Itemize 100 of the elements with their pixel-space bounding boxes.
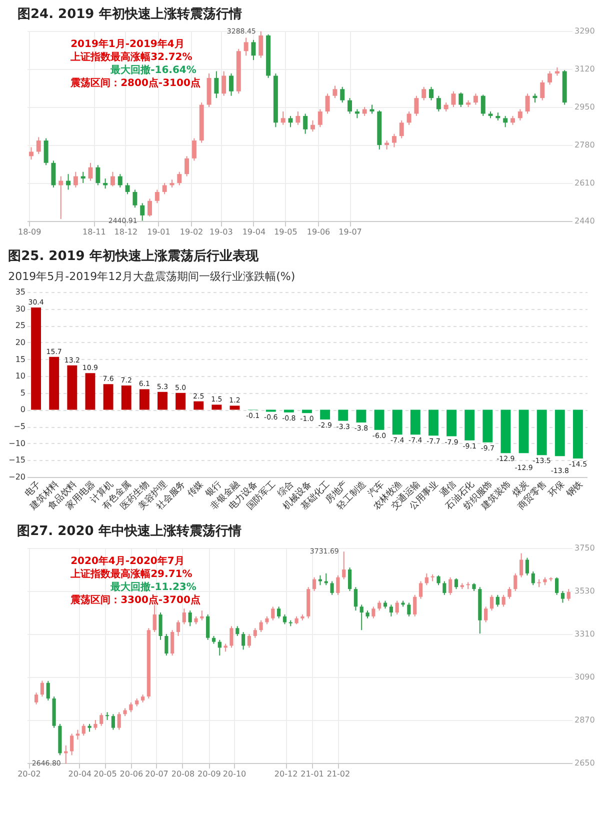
bar <box>85 373 96 410</box>
x-tick-label: 20-10 <box>222 770 246 778</box>
y-tick-label: 3090 <box>574 672 595 682</box>
candlestick <box>110 171 115 187</box>
candlestick <box>406 110 412 126</box>
candlestick <box>325 93 330 114</box>
candlestick <box>129 702 133 713</box>
x-tick-label: 20-09 <box>198 770 221 778</box>
candlestick <box>96 164 100 186</box>
x-tick-label: 21-01 <box>300 770 324 778</box>
y-tick-label: 10 <box>15 372 26 381</box>
candlestick <box>118 174 122 188</box>
candlestick <box>222 70 226 96</box>
candlestick <box>332 85 338 99</box>
candlestick <box>80 171 86 184</box>
chart-title: 图27. 2020 年中快速上涨转震荡行情 <box>17 523 242 539</box>
candlestick <box>540 80 545 101</box>
candlestick <box>548 70 552 86</box>
candlestick <box>422 86 426 101</box>
x-tick-label: 20-05 <box>94 770 117 778</box>
candlestick <box>76 729 80 740</box>
candlestick <box>117 712 121 730</box>
x-tick-label: 19-07 <box>338 228 362 236</box>
candlestick <box>230 626 234 648</box>
y-tick-label: 35 <box>15 288 26 296</box>
y-tick-label: 0 <box>20 405 26 414</box>
chart-title: 图25. 2019 年初快速上涨震荡后行业表现 <box>8 248 260 264</box>
bar <box>194 401 204 410</box>
candlestick <box>480 94 486 116</box>
candlestick <box>40 680 44 698</box>
candlestick <box>442 580 446 596</box>
bar <box>428 410 438 436</box>
y-tick-label: −20 <box>8 472 26 482</box>
x-tick-label: 19-01 <box>147 228 170 236</box>
candlestick <box>525 557 530 576</box>
candlestick <box>188 610 192 627</box>
candlestick <box>288 115 293 128</box>
candlestick <box>451 90 456 108</box>
y-tick-label: 25 <box>15 321 26 330</box>
x-tick-label: 19-02 <box>180 228 204 236</box>
bar <box>482 410 493 442</box>
candlestick <box>162 182 167 195</box>
y-tick-label: 3120 <box>574 64 595 74</box>
bar <box>374 410 384 430</box>
x-tick-label: 19-05 <box>274 228 298 236</box>
candlestick <box>70 733 74 756</box>
bar <box>518 410 529 454</box>
candlestick <box>242 632 246 650</box>
y-tick-label: 2440 <box>574 216 595 226</box>
candlestick <box>395 600 399 615</box>
y-tick-label: 30 <box>15 304 26 314</box>
candlestick <box>206 614 210 640</box>
candlestick <box>73 171 78 188</box>
bar <box>49 356 60 410</box>
bar <box>573 410 583 458</box>
candlestick <box>28 146 34 160</box>
candlestick <box>247 634 252 648</box>
x-tick-label: 18-11 <box>82 228 106 236</box>
candlestick <box>436 95 441 112</box>
candlestick <box>152 604 156 633</box>
candlestick <box>318 108 322 128</box>
x-tick-label: 18-12 <box>114 228 138 236</box>
y-tick-label: 20 <box>15 338 26 347</box>
annotation: 2020年4月-2020年7月 <box>70 555 184 567</box>
candlestick <box>214 70 219 99</box>
candlestick <box>103 178 108 190</box>
candlestick <box>525 93 530 114</box>
bar <box>158 392 168 410</box>
candlestick <box>342 551 346 580</box>
bar <box>410 410 420 435</box>
bar <box>392 410 402 435</box>
candlestick <box>132 189 138 208</box>
candlestick <box>44 138 48 166</box>
candlestick <box>51 160 56 188</box>
candlestick <box>105 712 110 720</box>
candlestick <box>520 552 524 578</box>
bar <box>284 410 294 412</box>
bar <box>554 410 565 456</box>
bar <box>31 307 41 410</box>
y-tick-label: 2780 <box>574 140 595 150</box>
candlestick <box>324 572 328 586</box>
y-tick-label: −15 <box>8 456 26 465</box>
y-tick-label: 2870 <box>574 716 595 724</box>
candlestick <box>503 115 508 128</box>
candlestick <box>176 620 180 636</box>
candlestick <box>348 98 352 114</box>
candlestick <box>280 110 286 126</box>
candlestick <box>372 606 376 619</box>
candlestick <box>490 594 494 612</box>
annotation: 2019年1月-2019年4月 <box>70 38 184 50</box>
candlestick <box>158 612 162 640</box>
bar <box>176 392 186 410</box>
candlestick <box>66 174 71 190</box>
bar <box>302 410 312 414</box>
candlestick <box>253 628 257 638</box>
x-tick-label: 18-09 <box>18 228 42 236</box>
candlestick <box>303 113 308 134</box>
x-tick-label: 20-02 <box>18 770 41 778</box>
candlestick <box>312 576 316 592</box>
bar <box>338 410 348 421</box>
